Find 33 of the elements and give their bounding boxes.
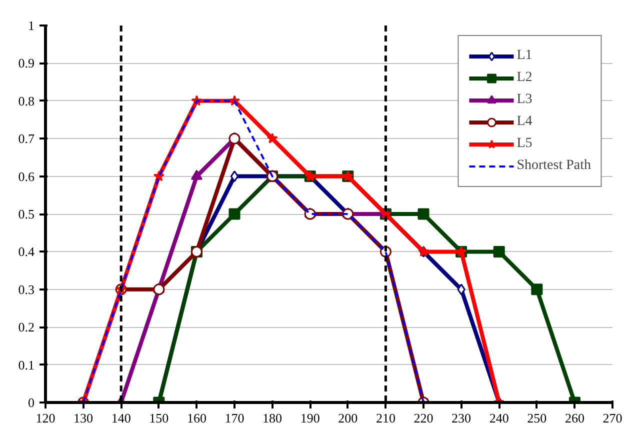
y-tick-label: 0.4 [18,244,35,260]
x-tick-label: 250 [527,410,547,426]
x-tick-label: 210 [376,410,396,426]
x-tick-label: 240 [489,410,509,426]
legend-label: L2 [516,70,534,86]
legend-label: L1 [516,48,534,64]
x-tick-label: 270 [602,410,622,426]
x-tick-label: 200 [338,410,358,426]
legend-label: L3 [516,92,534,108]
x-tick-label: 260 [564,410,584,426]
legend-label: Shortest Path [516,158,591,174]
y-tick-label: 0.1 [18,357,34,372]
legend-label: L5 [516,136,534,152]
y-tick-label: 0.9 [18,56,34,71]
x-tick-label: 130 [74,410,94,426]
x-tick-label: 160 [186,410,206,426]
y-tick-label: 0 [28,395,34,410]
y-tick-label: 0.2 [18,320,34,335]
y-tick-label: 1 [28,18,34,33]
y-tick-label: 0.8 [18,93,34,108]
x-tick-label: 230 [452,410,472,426]
x-tick-label: 170 [224,410,244,426]
y-tick-label: 0.6 [18,168,35,184]
x-tick-label: 180 [262,410,282,426]
x-tick-label: 120 [36,410,56,426]
x-tick-label: 140 [111,410,131,426]
y-tick-label: 0.3 [18,282,34,297]
x-tick-label: 190 [300,410,320,426]
x-tick-label: 150 [149,410,169,426]
x-tick-label: 220 [414,410,434,426]
legend-label: L4 [516,114,534,130]
y-tick-label: 0.7 [18,131,35,146]
y-tick-label: 0.5 [18,206,34,222]
